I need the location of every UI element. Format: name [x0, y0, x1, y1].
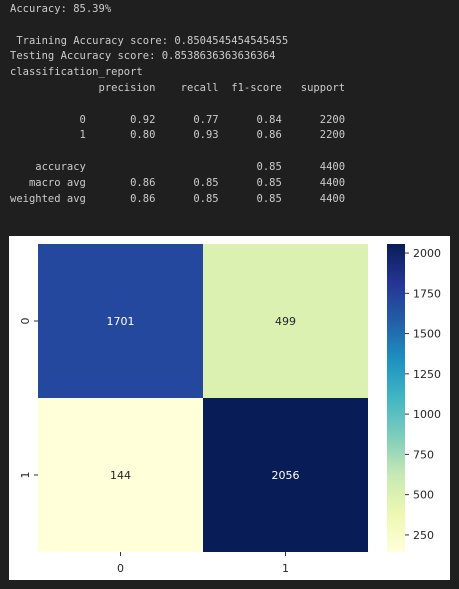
notebook-output: Accuracy: 85.39% Training Accuracy score… [10, 2, 345, 207]
blank-line [10, 97, 345, 113]
colorbar-tick-label: 1500 [413, 328, 441, 341]
y-axis-tick-label: 0 [19, 318, 32, 325]
heatmap-cell-label: 144 [110, 469, 131, 482]
colorbar [387, 244, 405, 552]
accuracy-line: Accuracy: 85.39% [10, 3, 112, 15]
colorbar-tick-label: 500 [413, 489, 434, 502]
report-title: classification_report [10, 66, 143, 79]
training-accuracy-line: Training Accuracy score: 0.8504545454545… [10, 34, 289, 47]
y-axis-tick-label: 1 [19, 472, 32, 479]
heatmap-cell-label: 499 [275, 315, 296, 328]
heatmap-cell [203, 244, 368, 398]
colorbar-tick-label: 1750 [413, 287, 441, 300]
colorbar-tick-label: 2000 [413, 247, 441, 260]
heatmap-cell [38, 244, 203, 398]
heatmap-cell [203, 398, 368, 552]
report-row-1: 1 0.80 0.93 0.86 2200 [10, 129, 346, 142]
colorbar-tick-label: 1000 [413, 408, 441, 421]
report-row-0: 0 0.92 0.77 0.84 2200 [10, 113, 346, 126]
heatmap-cell-label: 2056 [272, 469, 300, 482]
colorbar-tick-label: 750 [413, 448, 434, 461]
x-axis-tick-label: 0 [117, 562, 124, 575]
confusion-matrix-figure: 1701 499 144 2056 0 1 0 1 250 500 750 1000 1250 150… [9, 236, 450, 580]
testing-accuracy-line: Testing Accuracy score: 0.85386363636363… [10, 50, 276, 63]
confusion-matrix-heatmap: 1701 499 144 2056 0 1 0 1 250 500 750 1000 1250 150… [19, 244, 441, 575]
report-row-macro-avg: macro avg 0.86 0.85 0.85 4400 [10, 176, 346, 189]
colorbar-tick-label: 1250 [413, 368, 441, 381]
x-axis-tick-label: 1 [282, 562, 289, 575]
blank-line [10, 144, 345, 160]
report-header: precision recall f1-score support [10, 81, 346, 94]
heatmap-cell-label: 1701 [107, 315, 135, 328]
colorbar-tick-label: 250 [413, 529, 434, 542]
blank-line [10, 18, 345, 34]
report-row-weighted-avg: weighted avg 0.86 0.85 0.85 4400 [10, 192, 346, 205]
heatmap-cell [38, 398, 203, 552]
report-row-accuracy: accuracy 0.85 4400 [10, 160, 346, 173]
